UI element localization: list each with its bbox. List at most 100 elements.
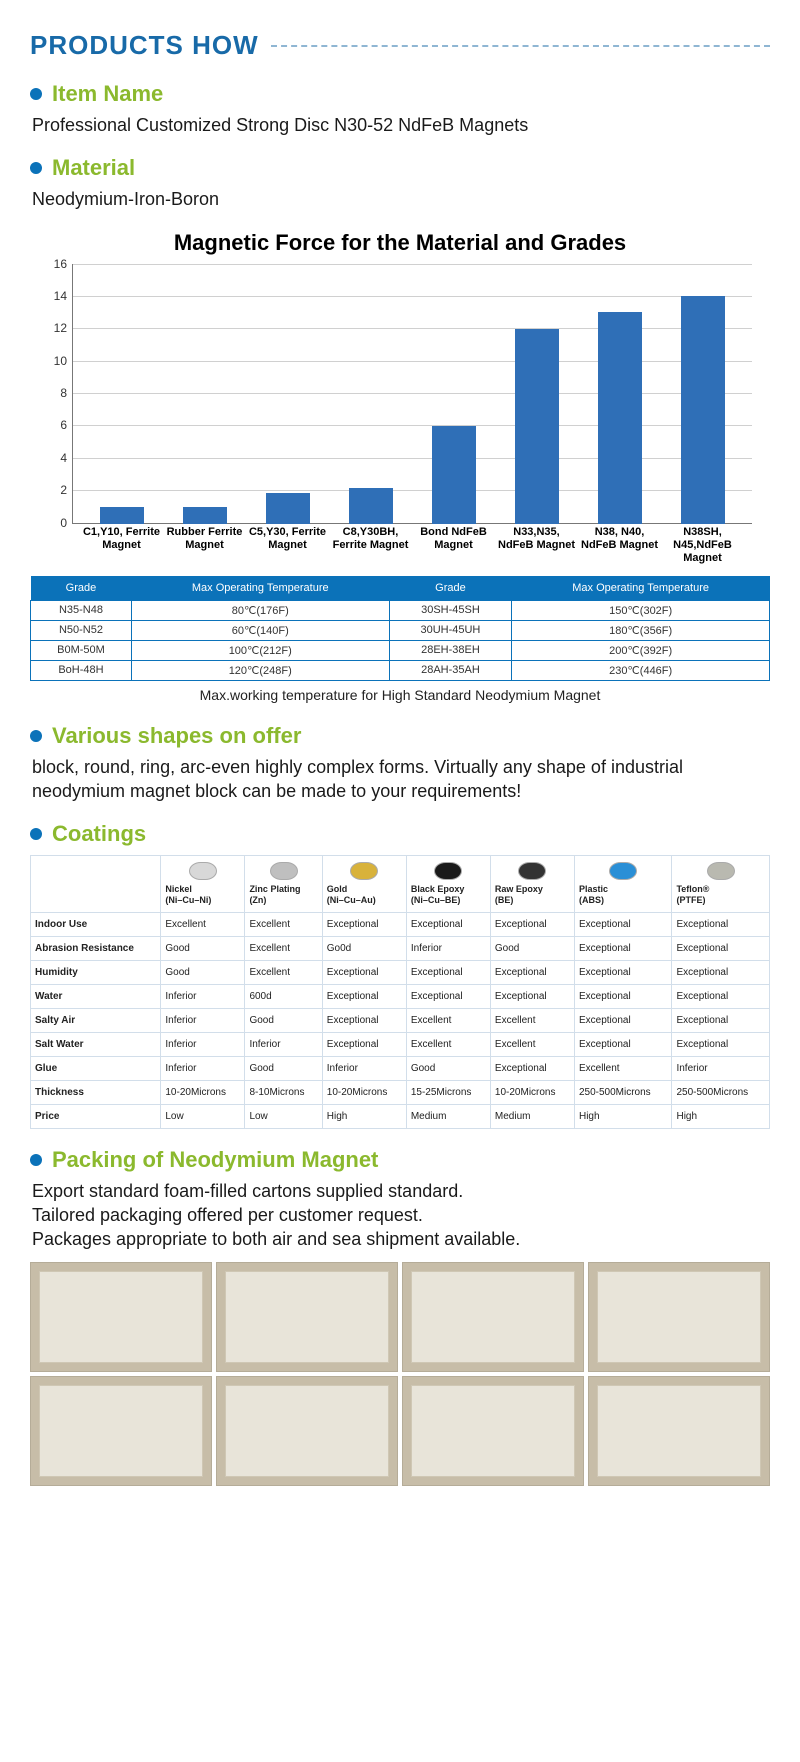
packing-photo (588, 1262, 770, 1372)
packing-photo (216, 1376, 398, 1486)
y-tick-label: 2 (43, 483, 67, 497)
page-title: PRODUCTS HOW (30, 30, 259, 61)
table-cell: Inferior (161, 984, 245, 1008)
chart-bar (183, 507, 227, 523)
table-cell: Good (161, 960, 245, 984)
table-cell: Inferior (161, 1056, 245, 1080)
chart-bar (681, 296, 725, 524)
table-cell: High (672, 1104, 770, 1128)
y-tick-label: 8 (43, 386, 67, 400)
heading-packing: Packing of Neodymium Magnet (52, 1147, 378, 1173)
section-item-name: Item Name Professional Customized Strong… (30, 81, 770, 137)
table-row: Indoor UseExcellentExcellentExceptionalE… (31, 912, 770, 936)
table-cell: 180℃(356F) (512, 620, 770, 640)
coating-sub: (PTFE) (676, 895, 765, 906)
table-row: N50-N5260℃(140F)30UH-45UH180℃(356F) (31, 620, 770, 640)
table-cell: 10-20Microns (322, 1080, 406, 1104)
table-cell: Excellent (245, 912, 322, 936)
table-row: HumidityGoodExcellentExceptionalExceptio… (31, 960, 770, 984)
coating-swatch-icon (350, 862, 378, 880)
table-cell: Excellent (574, 1056, 672, 1080)
table-cell: Good (245, 1008, 322, 1032)
table-cell: 250-500Microns (574, 1080, 672, 1104)
coating-sub: (Ni–Cu–Au) (327, 895, 402, 906)
table-cell: Exceptional (672, 1032, 770, 1056)
coating-swatch-icon (434, 862, 462, 880)
row-label-cell: Salty Air (31, 1008, 161, 1032)
chart-x-labels: C1,Y10, Ferrite MagnetRubber Ferrite Mag… (72, 524, 752, 564)
table-row: WaterInferior600dExceptionalExceptionalE… (31, 984, 770, 1008)
coatings-header-row: Nickel(Ni–Cu–Ni)Zinc Plating(Zn)Gold(Ni–… (31, 856, 770, 913)
table-cell: Exceptional (672, 912, 770, 936)
table-cell: Low (245, 1104, 322, 1128)
table-cell: 250-500Microns (672, 1080, 770, 1104)
table-cell: Inferior (161, 1008, 245, 1032)
table-cell: Low (161, 1104, 245, 1128)
table-cell: Exceptional (322, 984, 406, 1008)
row-label-cell: Abrasion Resistance (31, 936, 161, 960)
table-row: Abrasion ResistanceGoodExcellentGo0dInfe… (31, 936, 770, 960)
table-cell: 200℃(392F) (512, 640, 770, 660)
table-cell: Exceptional (490, 912, 574, 936)
heading-coatings: Coatings (52, 821, 146, 847)
bar-chart: 0246810121416 C1,Y10, Ferrite MagnetRubb… (72, 264, 752, 564)
coating-sub: (BE) (495, 895, 570, 906)
table-cell: Exceptional (490, 984, 574, 1008)
coating-name: Gold (327, 884, 402, 895)
table-cell: Go0d (322, 936, 406, 960)
chart-bar (515, 329, 559, 524)
coating-sub: (Zn) (249, 895, 317, 906)
packing-photo (588, 1376, 770, 1486)
table-cell: 10-20Microns (490, 1080, 574, 1104)
coating-swatch-icon (707, 862, 735, 880)
table-caption: Max.working temperature for High Standar… (30, 687, 770, 703)
table-cell: Exceptional (406, 984, 490, 1008)
table-header-cell (31, 856, 161, 913)
table-cell: B0M-50M (31, 640, 132, 660)
table-cell: 30SH-45SH (389, 600, 512, 620)
bullet-icon (30, 88, 42, 100)
table-header-row: GradeMax Operating TemperatureGradeMax O… (31, 576, 770, 601)
table-cell: Exceptional (574, 912, 672, 936)
coating-swatch-icon (270, 862, 298, 880)
coating-name: Teflon® (676, 884, 765, 895)
table-header-cell: Grade (389, 576, 512, 601)
coating-header-cell: Nickel(Ni–Cu–Ni) (161, 856, 245, 913)
table-cell: High (574, 1104, 672, 1128)
table-cell: 230℃(446F) (512, 660, 770, 680)
table-cell: 10-20Microns (161, 1080, 245, 1104)
section-coatings: Coatings Nickel(Ni–Cu–Ni)Zinc Plating(Zn… (30, 821, 770, 1129)
table-cell: Good (161, 936, 245, 960)
coating-swatch-icon (189, 862, 217, 880)
chart-section: Magnetic Force for the Material and Grad… (30, 230, 770, 564)
item-name-text: Professional Customized Strong Disc N30-… (32, 113, 770, 137)
table-cell: Inferior (406, 936, 490, 960)
table-cell: High (322, 1104, 406, 1128)
coating-header-cell: Zinc Plating(Zn) (245, 856, 322, 913)
table-cell: Exceptional (322, 960, 406, 984)
table-cell: 15-25Microns (406, 1080, 490, 1104)
heading-material: Material (52, 155, 135, 181)
material-text: Neodymium-Iron-Boron (32, 187, 770, 211)
table-cell: Exceptional (672, 936, 770, 960)
table-row: N35-N4880℃(176F)30SH-45SH150℃(302F) (31, 600, 770, 620)
row-label-cell: Water (31, 984, 161, 1008)
packing-line: Export standard foam-filled cartons supp… (32, 1179, 770, 1203)
coating-header-cell: Raw Epoxy(BE) (490, 856, 574, 913)
coating-name: Zinc Plating (249, 884, 317, 895)
row-label-cell: Salt Water (31, 1032, 161, 1056)
chart-bar (100, 507, 144, 523)
table-cell: 80℃(176F) (131, 600, 389, 620)
table-cell: Exceptional (672, 960, 770, 984)
shapes-text: block, round, ring, arc-even highly comp… (32, 755, 770, 804)
x-tick-label: N38, N40, NdFeB Magnet (578, 524, 661, 564)
table-cell: Inferior (322, 1056, 406, 1080)
coating-header-cell: Gold(Ni–Cu–Au) (322, 856, 406, 913)
header-divider (271, 45, 770, 47)
coating-header-cell: Plastic(ABS) (574, 856, 672, 913)
table-cell: Excellent (406, 1032, 490, 1056)
x-tick-label: C8,Y30BH, Ferrite Magnet (329, 524, 412, 564)
bullet-icon (30, 730, 42, 742)
table-header-cell: Max Operating Temperature (512, 576, 770, 601)
table-header-cell: Grade (31, 576, 132, 601)
